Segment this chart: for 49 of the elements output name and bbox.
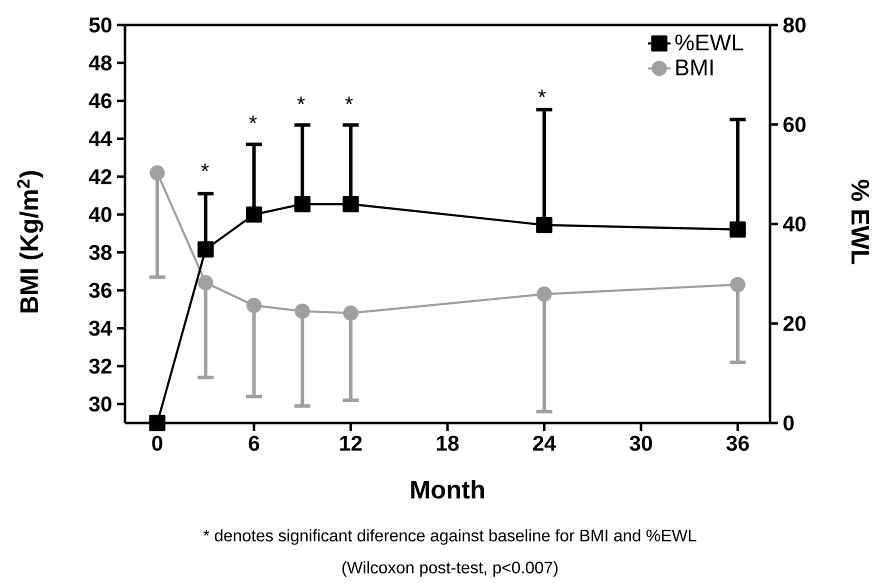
y-tick-label: 48 (88, 55, 112, 70)
y2-tick-label: 0 (784, 415, 794, 431)
point (730, 277, 746, 292)
y-tick-label: 46 (88, 93, 112, 108)
x-tick-label: 36 (726, 436, 749, 451)
annotation: * (297, 96, 305, 104)
y-tick-label: 38 (89, 244, 112, 260)
y-tick-label: 40 (88, 206, 112, 222)
text: * denotes significant diference against baseline for BMI and %EWL (203, 529, 696, 545)
y-tick-label: 30 (89, 396, 112, 412)
x-tick-label: 12 (340, 436, 362, 451)
x-tick-label: 24 (533, 436, 556, 451)
point (246, 206, 262, 223)
x-tick-label: 0 (152, 436, 162, 451)
y-axis-title: BMI (Kg/m$^{2}$) (17, 171, 44, 312)
x-tick-label: 30 (630, 436, 652, 451)
point (198, 241, 214, 258)
point (536, 286, 552, 302)
point (294, 196, 310, 212)
point (246, 298, 262, 314)
y2-axis-title: % EWL (851, 180, 870, 264)
y-tick-label: 34 (89, 320, 112, 336)
point (198, 275, 214, 290)
y2-tick-label: 80 (783, 17, 806, 33)
point (150, 165, 165, 180)
y-tick-label: 50 (89, 17, 112, 33)
point (294, 304, 310, 319)
point (342, 196, 359, 212)
legend-label: BMI (676, 60, 713, 76)
point (149, 414, 166, 432)
point (536, 216, 552, 234)
annotation: * (249, 116, 257, 124)
y2-tick-label: 60 (783, 116, 806, 132)
annotation: * (538, 90, 546, 98)
x-tick-label: 18 (436, 436, 459, 451)
annotation: * (201, 164, 209, 172)
x-tick-label: 6 (248, 436, 260, 451)
x-axis-title: Month (411, 480, 484, 499)
point (343, 305, 358, 321)
y-tick-label: 42 (88, 169, 112, 184)
legend-label: %EWL (675, 34, 743, 50)
y2-tick-label: 20 (783, 316, 806, 332)
point (730, 221, 746, 238)
text: (Wilcoxon post-test, p<0.007) (342, 561, 558, 577)
y-tick-label: 36 (89, 282, 112, 298)
annotation: * (345, 96, 353, 104)
y-tick-label: 32 (89, 358, 112, 374)
y-tick-label: 44 (88, 131, 112, 146)
y2-tick-label: 40 (783, 216, 806, 232)
